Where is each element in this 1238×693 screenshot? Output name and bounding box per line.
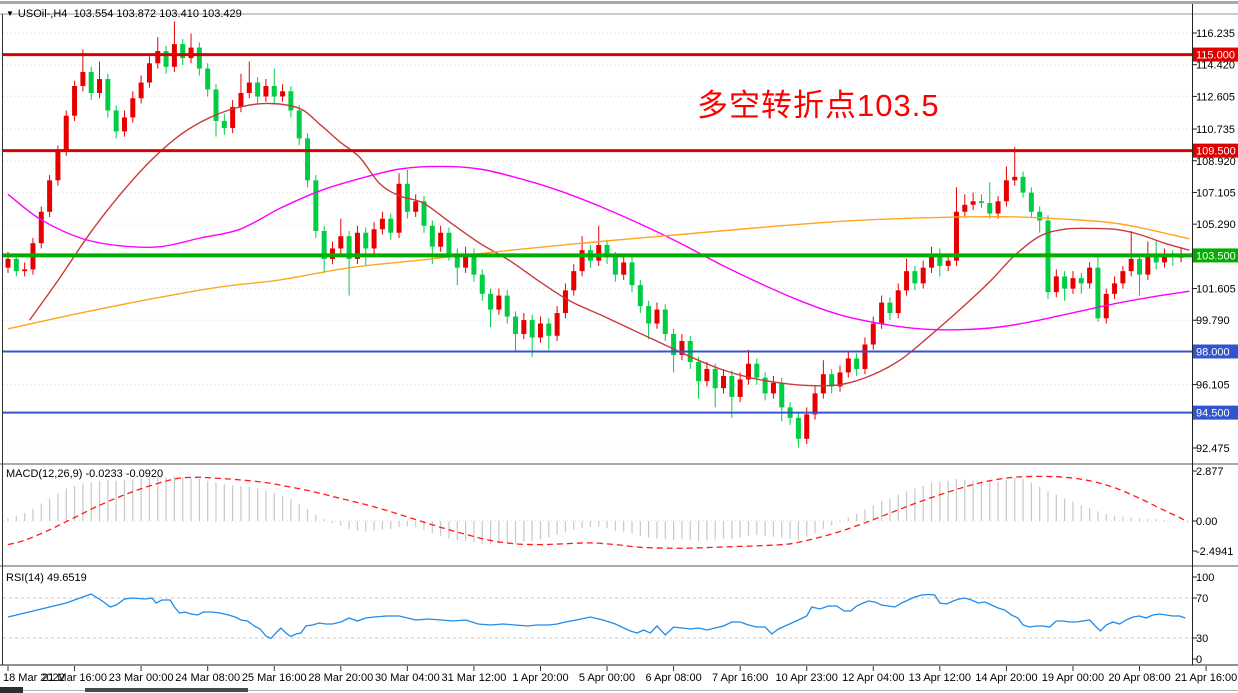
- panel-borders: [0, 4, 1238, 666]
- svg-text:112.605: 112.605: [1196, 91, 1235, 103]
- svg-text:105.290: 105.290: [1196, 219, 1236, 231]
- svg-text:30: 30: [1196, 633, 1208, 645]
- svg-text:31 Mar 12:00: 31 Mar 12:00: [442, 672, 507, 684]
- symbol-title: USOil-,H4: [17, 8, 68, 20]
- svg-text:24 Mar 08:00: 24 Mar 08:00: [175, 672, 240, 684]
- svg-text:109.500: 109.500: [1196, 146, 1236, 158]
- svg-text:21 Mar 16:00: 21 Mar 16:00: [42, 672, 107, 684]
- macd-signal-line: [7, 475, 1189, 549]
- svg-text:108.920: 108.920: [1196, 156, 1236, 168]
- svg-text:1 Apr 20:00: 1 Apr 20:00: [512, 672, 568, 684]
- collapse-chevron-icon[interactable]: ▼: [6, 9, 14, 18]
- svg-text:103.500: 103.500: [1196, 250, 1236, 262]
- chart-annotation-text[interactable]: 多空转折点103.5: [697, 88, 940, 123]
- svg-text:101.605: 101.605: [1196, 284, 1236, 296]
- svg-text:98.000: 98.000: [1196, 346, 1230, 358]
- rsi-line: [7, 593, 1186, 640]
- svg-text:0.00: 0.00: [1196, 516, 1217, 528]
- svg-text:100: 100: [1196, 572, 1214, 584]
- svg-text:70: 70: [1196, 593, 1208, 605]
- svg-text:10 Apr 23:00: 10 Apr 23:00: [776, 672, 838, 684]
- svg-text:114.420: 114.420: [1196, 60, 1235, 72]
- scrollbar-thumb[interactable]: [85, 688, 248, 692]
- svg-text:20 Apr 08:00: 20 Apr 08:00: [1108, 672, 1170, 684]
- ma-fast-crimson-line: [29, 102, 1190, 387]
- rsi-axis: 100 70 30 0: [1192, 572, 1214, 666]
- svg-text:25 Mar 16:00: 25 Mar 16:00: [242, 672, 307, 684]
- svg-text:21 Apr 16:00: 21 Apr 16:00: [1175, 672, 1237, 684]
- scrollbar-corner-box: [0, 687, 23, 693]
- svg-text:6 Apr 08:00: 6 Apr 08:00: [645, 672, 701, 684]
- svg-text:18 Mar 2022: 18 Mar 2022: [3, 672, 65, 684]
- svg-text:12 Apr 04:00: 12 Apr 04:00: [842, 672, 904, 684]
- svg-text:2.877: 2.877: [1196, 466, 1224, 478]
- price-axis: 116.235 114.420 112.605 110.735 108.920 107.1…: [1192, 28, 1236, 455]
- price-badges: 115.000 109.500 103.500 98.000 94.500: [1193, 47, 1238, 420]
- svg-text:96.105: 96.105: [1196, 380, 1230, 392]
- svg-text:23 Mar 00:00: 23 Mar 00:00: [109, 672, 174, 684]
- macd-axis: 2.877 0.00 -2.4941: [1192, 466, 1233, 558]
- svg-text:5 Apr 00:00: 5 Apr 00:00: [579, 672, 635, 684]
- svg-text:14 Apr 20:00: 14 Apr 20:00: [975, 672, 1037, 684]
- svg-text:0: 0: [1196, 654, 1202, 666]
- symbol-info: ▼ USOil-,H4 103.554 103.872 103.410 103.4…: [6, 8, 242, 20]
- scrollbar-track[interactable]: [23, 690, 1238, 691]
- window-top-strip: [0, 1, 1238, 4]
- rsi-indicator-label: RSI(14) 49.6519: [6, 572, 87, 584]
- rsi-level-lines: [3, 597, 1192, 639]
- svg-text:7 Apr 16:00: 7 Apr 16:00: [712, 672, 768, 684]
- svg-text:92.475: 92.475: [1196, 443, 1230, 455]
- svg-text:115.000: 115.000: [1196, 50, 1235, 62]
- svg-text:30 Mar 04:00: 30 Mar 04:00: [375, 672, 440, 684]
- main-grid: [3, 32, 1192, 522]
- svg-text:28 Mar 20:00: 28 Mar 20:00: [308, 672, 373, 684]
- ma-slow-orange-line: [7, 215, 1190, 330]
- svg-text:99.790: 99.790: [1196, 315, 1230, 327]
- svg-text:-2.4941: -2.4941: [1196, 546, 1233, 558]
- svg-text:13 Apr 12:00: 13 Apr 12:00: [909, 672, 971, 684]
- svg-text:110.735: 110.735: [1196, 124, 1235, 136]
- svg-text:94.500: 94.500: [1196, 408, 1230, 420]
- svg-text:116.235: 116.235: [1196, 28, 1235, 40]
- quote-ohlc-values: 103.554 103.872 103.410 103.429: [73, 8, 242, 20]
- svg-text:107.105: 107.105: [1196, 187, 1236, 199]
- ma-mid-magenta-line: [7, 165, 1190, 331]
- macd-indicator-label: MACD(12,26,9) -0.0233 -0.0920: [6, 468, 164, 480]
- macd-histogram: [7, 476, 1182, 545]
- candles-layer: [5, 21, 1184, 448]
- svg-text:19 Apr 00:00: 19 Apr 00:00: [1042, 672, 1104, 684]
